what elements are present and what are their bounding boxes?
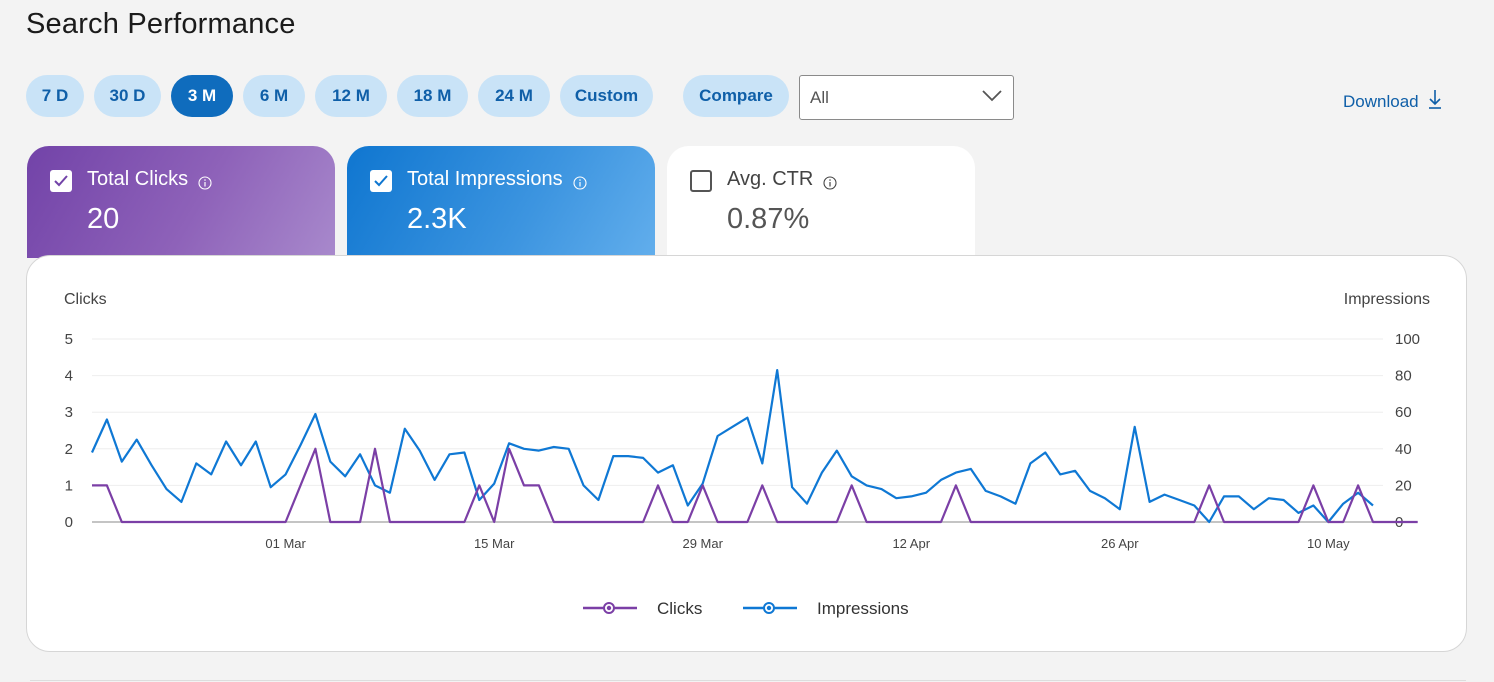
metric-card-total-impressions[interactable]: Total Impressions 2.3K: [347, 146, 655, 258]
legend-label-impressions: Impressions: [817, 599, 909, 618]
avg-ctr-value: 0.87%: [727, 203, 810, 235]
range-pill-30d[interactable]: 30 D: [94, 75, 161, 117]
range-pill-24m[interactable]: 24 M: [478, 75, 550, 117]
range-pill-18m[interactable]: 18 M: [397, 75, 468, 117]
legend-item-impressions[interactable]: Impressions: [743, 599, 909, 618]
chart-legend: Clicks Impressions: [583, 599, 909, 618]
left-tick-label: 5: [65, 331, 73, 348]
legend-item-clicks[interactable]: Clicks: [583, 599, 702, 618]
filter-selected-value: All: [810, 87, 829, 107]
x-tick-label: 10 May: [1307, 536, 1350, 551]
filter-dropdown[interactable]: All: [799, 75, 1014, 120]
right-tick-label: 20: [1395, 477, 1412, 494]
range-pill-custom[interactable]: Custom: [560, 75, 653, 117]
right-tick-label: 80: [1395, 368, 1412, 385]
total-clicks-label-row: Total Clicks: [87, 168, 212, 191]
right-tick-label: 100: [1395, 331, 1420, 348]
legend-label-clicks: Clicks: [657, 599, 702, 618]
right-tick-label: 60: [1395, 404, 1412, 421]
x-tick-label: 29 Mar: [682, 536, 723, 551]
x-tick-label: 15 Mar: [474, 536, 515, 551]
range-pill-3m[interactable]: 3 M: [171, 75, 233, 117]
performance-chart: Clicks Impressions 01234502040608010001 …: [64, 291, 1430, 618]
left-tick-label: 0: [65, 514, 73, 531]
download-icon: [1427, 88, 1443, 115]
left-tick-label: 4: [65, 368, 73, 385]
info-icon[interactable]: [573, 173, 587, 190]
info-icon[interactable]: [198, 173, 212, 190]
page-title: Search Performance: [26, 8, 296, 40]
total-impressions-label-row: Total Impressions: [407, 168, 587, 191]
left-tick-label: 1: [65, 477, 73, 494]
series-line-clicks[interactable]: [92, 447, 1418, 524]
x-tick-label: 26 Apr: [1101, 536, 1139, 551]
avg-ctr-checkbox[interactable]: [690, 170, 712, 192]
range-pill-7d[interactable]: 7 D: [26, 75, 84, 117]
compare-button[interactable]: Compare: [683, 75, 789, 117]
left-tick-label: 2: [65, 441, 73, 458]
metric-card-avg-ctr[interactable]: Avg. CTR 0.87%: [667, 146, 975, 258]
avg-ctr-label-row: Avg. CTR: [727, 168, 837, 191]
total-impressions-checkbox[interactable]: [370, 170, 392, 192]
info-icon[interactable]: [823, 173, 837, 190]
chart-card: Clicks Impressions 0 1 2 3 4 5 0 20 40 60 80 100 01 …: [26, 255, 1467, 652]
download-label: Download: [1343, 91, 1419, 111]
left-axis-title: Clicks: [64, 291, 107, 308]
total-impressions-label: Total Impressions: [407, 168, 563, 190]
chevron-down-icon: [981, 88, 1003, 108]
range-pill-6m[interactable]: 6 M: [243, 75, 305, 117]
total-clicks-label: Total Clicks: [87, 168, 189, 190]
range-pill-12m[interactable]: 12 M: [315, 75, 387, 117]
metric-card-total-clicks[interactable]: Total Clicks 20: [27, 146, 335, 258]
download-link[interactable]: Download: [1343, 88, 1443, 115]
left-tick-label: 3: [65, 404, 73, 421]
avg-ctr-label: Avg. CTR: [727, 168, 814, 190]
x-tick-label: 12 Apr: [892, 536, 930, 551]
series-line-impressions[interactable]: [90, 368, 1374, 524]
x-tick-label: 01 Mar: [265, 536, 306, 551]
right-tick-label: 40: [1395, 441, 1412, 458]
divider: [30, 680, 1466, 681]
total-clicks-value: 20: [87, 203, 120, 235]
total-clicks-checkbox[interactable]: [50, 170, 72, 192]
total-impressions-value: 2.3K: [407, 203, 467, 235]
right-axis-title: Impressions: [1344, 291, 1430, 308]
